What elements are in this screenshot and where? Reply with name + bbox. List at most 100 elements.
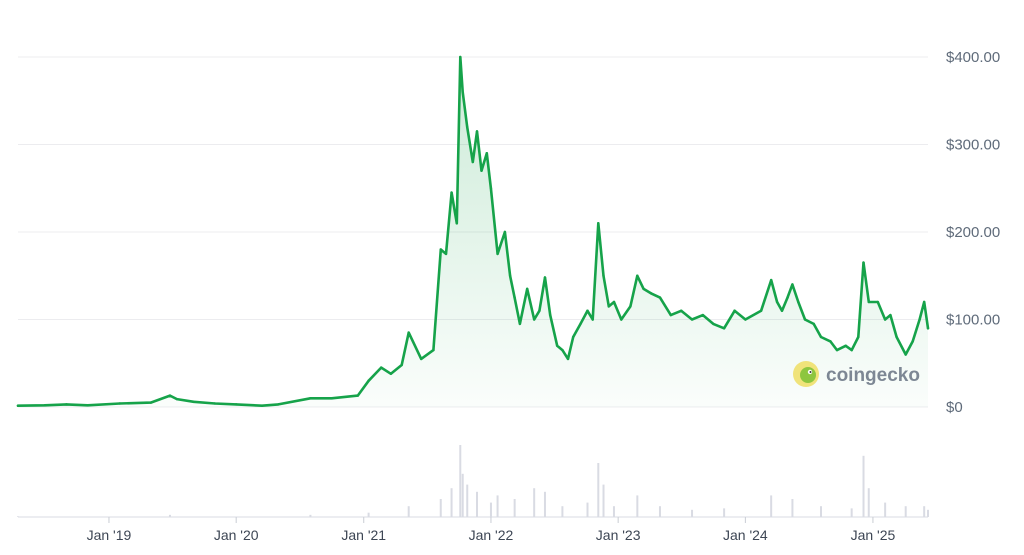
price-point <box>775 300 779 304</box>
volume-bar <box>407 506 410 517</box>
price-point <box>769 278 773 282</box>
price-point <box>503 230 507 234</box>
price-point <box>379 366 383 369</box>
price-point <box>607 305 610 308</box>
volume-bar <box>850 508 853 517</box>
x-tick-label: Jan '25 <box>851 527 896 543</box>
gecko-logo-pupil <box>809 371 812 373</box>
volume-bar <box>723 508 726 517</box>
price-point <box>432 348 435 352</box>
volume-bar <box>867 488 870 517</box>
volume-bar <box>770 495 773 517</box>
volume-bar <box>927 509 929 517</box>
volume-bar <box>691 509 694 517</box>
price-point <box>466 125 469 129</box>
price-point <box>636 274 639 277</box>
price-line <box>16 55 930 407</box>
price-point <box>65 403 68 406</box>
price-point <box>895 335 898 339</box>
price-point <box>883 318 887 321</box>
volume-bar <box>543 491 546 517</box>
volume-bar <box>612 506 615 517</box>
price-point <box>513 296 516 299</box>
price-point <box>922 300 926 304</box>
volume-bar <box>309 514 312 517</box>
volume-bar <box>658 506 661 517</box>
volume-bar <box>439 499 442 517</box>
price-point <box>803 318 807 321</box>
price-point <box>566 357 570 361</box>
volume-bar <box>586 502 589 517</box>
volume-bar <box>461 473 464 517</box>
price-point <box>669 313 672 317</box>
volume-bar <box>533 488 536 517</box>
x-axis-labels: Jan '19 Jan '20 Jan '21 Jan '22 Jan '23 Jan '… <box>87 517 896 543</box>
price-point <box>400 363 403 367</box>
price-point <box>642 287 645 291</box>
price-point <box>192 400 195 403</box>
x-tick-label: Jan '24 <box>723 527 768 543</box>
x-tick-label: Jan '21 <box>341 527 386 543</box>
price-point <box>455 222 458 225</box>
price-point <box>485 152 488 155</box>
y-tick-label: $400.00 <box>946 49 1000 66</box>
volume-bar <box>884 502 887 517</box>
price-point <box>904 353 907 356</box>
price-point <box>234 403 238 406</box>
price-point <box>450 191 453 194</box>
price-point <box>850 348 853 352</box>
price-point <box>649 292 653 295</box>
y-axis-labels: $0 $100.00 $200.00 $300.00 $400.00 <box>946 49 1000 416</box>
price-point <box>857 335 860 339</box>
price-point <box>889 313 892 317</box>
price-point <box>722 327 726 330</box>
price-point <box>444 252 448 256</box>
gecko-logo-head <box>800 367 816 383</box>
price-point <box>680 309 683 312</box>
price-point <box>612 300 616 304</box>
price-point <box>658 296 662 299</box>
price-point <box>475 130 479 133</box>
volume-bar <box>597 463 600 517</box>
volume-bar <box>904 506 907 517</box>
price-point <box>591 318 594 321</box>
price-point <box>555 344 559 347</box>
price-point <box>407 331 410 334</box>
price-point <box>797 300 800 304</box>
price-point <box>862 261 865 264</box>
price-point <box>175 397 179 401</box>
price-point <box>459 55 462 59</box>
price-point <box>461 90 464 94</box>
price-point <box>548 313 552 317</box>
volume-bar <box>820 506 823 517</box>
price-point <box>579 322 582 326</box>
volume-bar <box>513 499 516 517</box>
price-point <box>844 344 847 347</box>
price-point <box>791 283 794 286</box>
price-point <box>118 402 121 405</box>
price-point <box>572 335 575 339</box>
price-point <box>168 394 172 397</box>
price-point <box>926 327 930 330</box>
price-point <box>629 305 632 308</box>
volume-bar <box>466 484 469 517</box>
price-point <box>690 318 694 321</box>
price-points <box>16 55 930 407</box>
price-point <box>367 379 370 382</box>
price-point <box>918 318 921 321</box>
price-point <box>876 300 880 304</box>
price-point <box>561 348 564 352</box>
price-point <box>420 357 423 361</box>
price-point <box>712 322 715 326</box>
price-point <box>786 296 789 299</box>
price-point <box>439 248 442 251</box>
price-point <box>16 404 20 407</box>
price-point <box>733 309 736 312</box>
volume-bar <box>168 514 171 517</box>
volume-bar <box>561 506 564 517</box>
price-point <box>496 252 499 256</box>
price-point <box>330 397 333 400</box>
volume-bar <box>791 499 794 517</box>
price-point <box>835 348 839 352</box>
